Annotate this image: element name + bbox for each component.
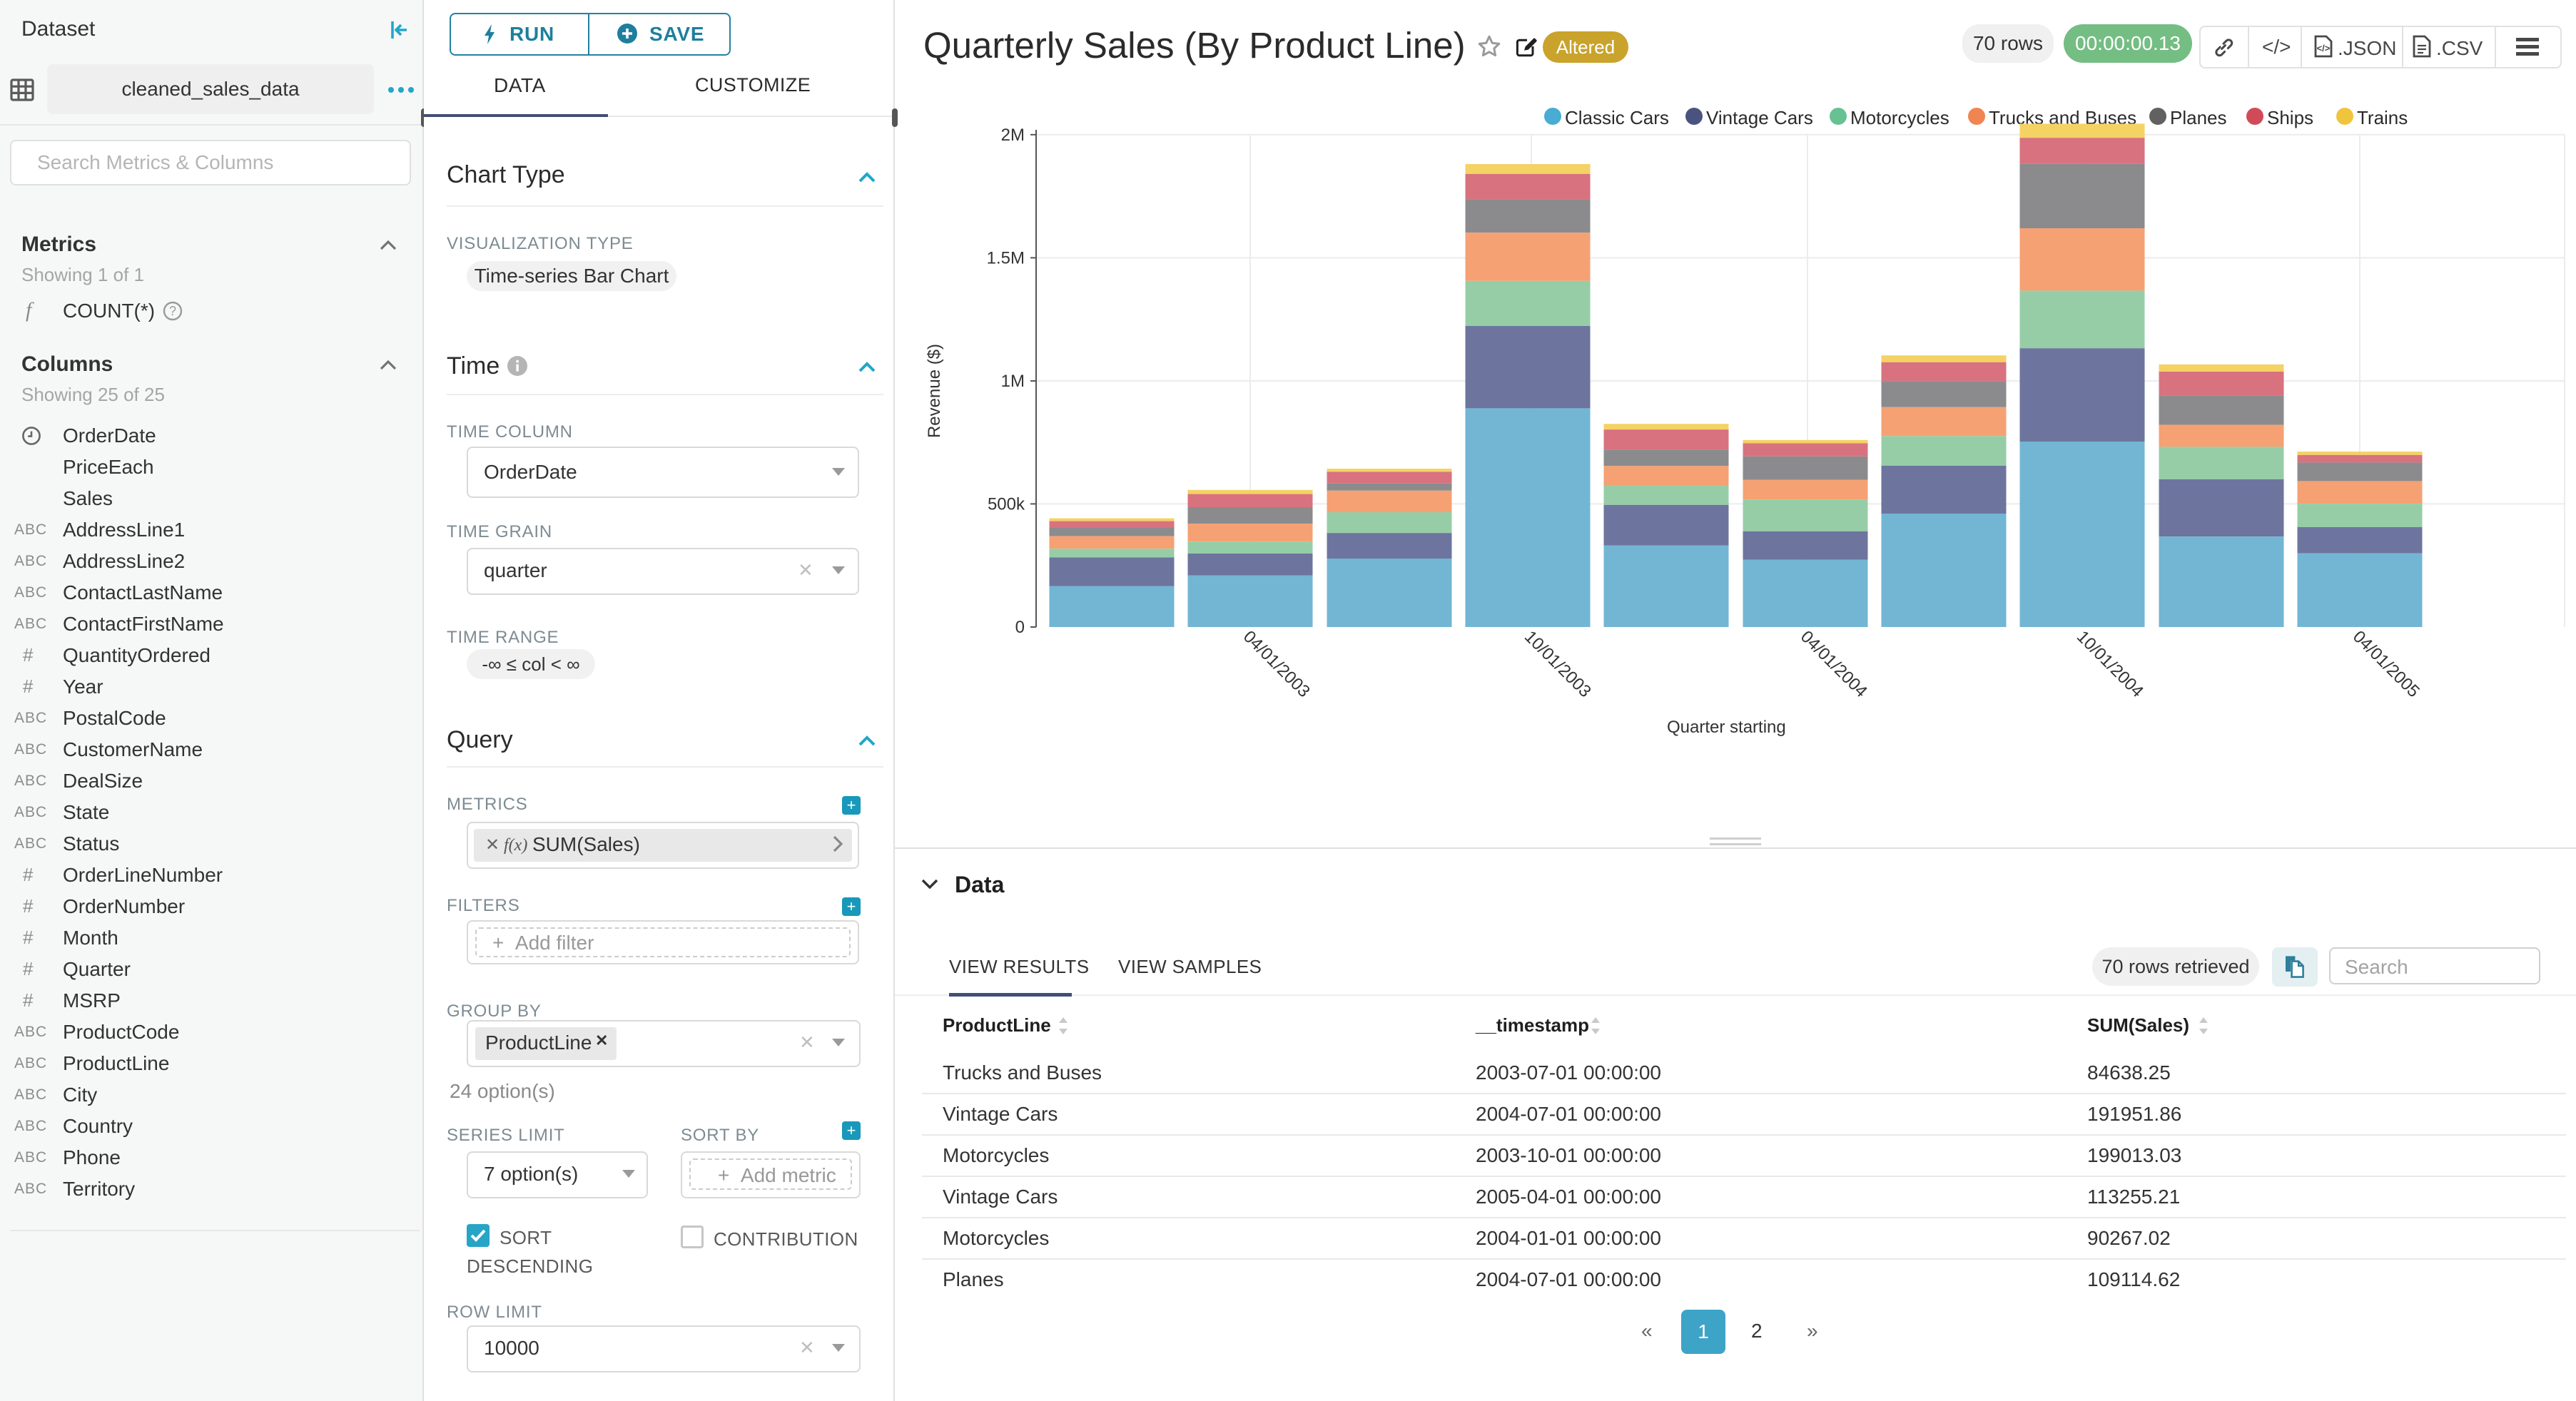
- svg-text:?: ?: [169, 304, 176, 318]
- svg-text:</>: </>: [2317, 43, 2331, 54]
- svg-text:2M: 2M: [1001, 126, 1025, 145]
- svg-text:500k: 500k: [988, 494, 1025, 514]
- svg-text:0: 0: [1015, 618, 1025, 637]
- svg-text:1.5M: 1.5M: [987, 248, 1025, 268]
- svg-text:1M: 1M: [1001, 372, 1025, 391]
